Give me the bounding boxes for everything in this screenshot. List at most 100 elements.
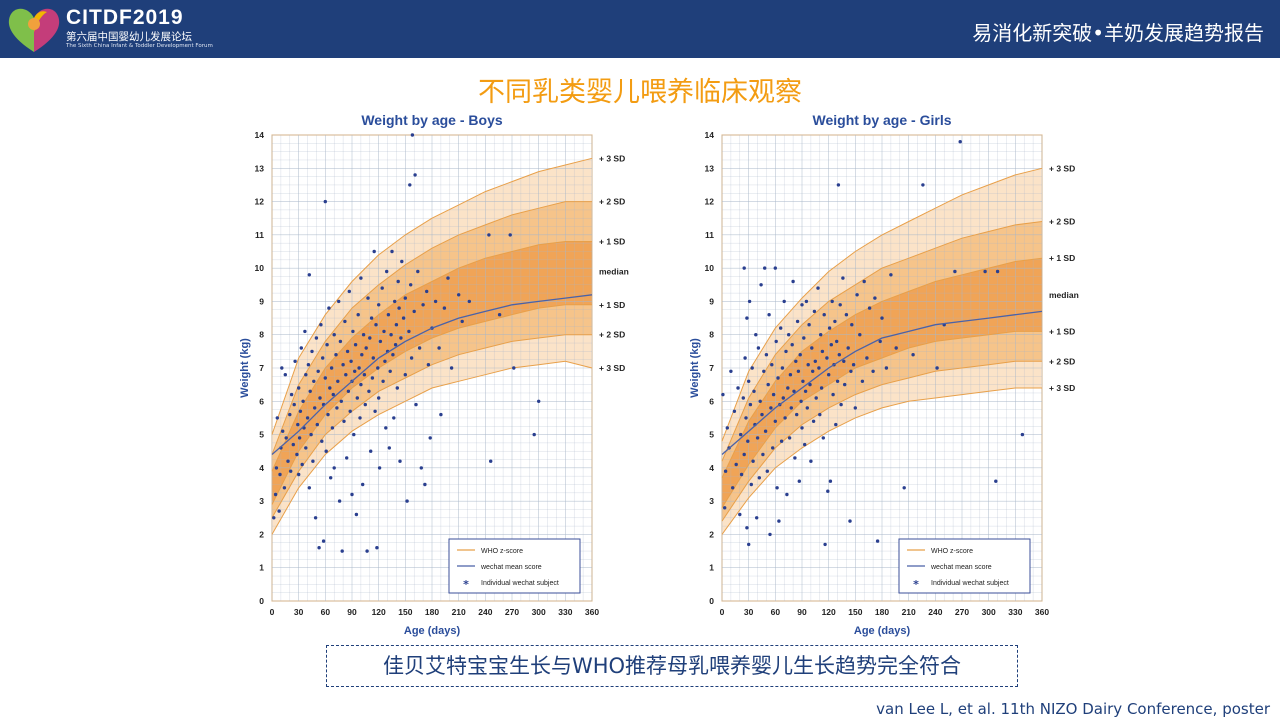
- data-point: [835, 339, 839, 344]
- chart-title: Weight by age - Boys: [361, 112, 503, 128]
- data-point: [298, 409, 303, 413]
- data-point: [296, 422, 300, 427]
- data-point: [315, 422, 319, 427]
- data-point: [383, 359, 387, 363]
- data-point: [303, 329, 307, 334]
- data-point: [802, 336, 806, 340]
- data-point: [312, 379, 316, 383]
- y-tick-label: 2: [259, 529, 264, 539]
- data-point: [884, 366, 889, 370]
- x-tick-label: 60: [321, 607, 331, 617]
- data-point: [365, 549, 369, 553]
- data-point: [819, 333, 823, 337]
- data-point: [742, 266, 746, 270]
- data-point: [347, 289, 351, 294]
- x-tick-label: 90: [347, 607, 357, 617]
- x-axis-label: Age (days): [854, 625, 911, 637]
- zscore-label: + 2 SD: [1049, 356, 1075, 366]
- data-point: [810, 346, 814, 350]
- data-point: [853, 406, 857, 410]
- data-point: [439, 412, 443, 417]
- x-tick-label: 270: [505, 607, 519, 617]
- data-point: [826, 489, 830, 493]
- data-point: [745, 526, 749, 530]
- data-point: [797, 479, 801, 483]
- data-point: [423, 482, 427, 487]
- zscore-label: + 3 SD: [599, 363, 625, 373]
- data-point: [755, 516, 759, 520]
- conclusion-box: 佳贝艾特宝宝生长与WHO推荐母乳喂养婴儿生长趋势完全符合: [326, 645, 1018, 687]
- data-point: [299, 346, 303, 350]
- data-point: [316, 369, 320, 373]
- data-point: [352, 432, 356, 437]
- who-curve-m3: [721, 387, 1042, 535]
- data-point: [835, 379, 840, 383]
- x-tick-label: 270: [955, 607, 969, 617]
- data-point: [403, 296, 407, 300]
- data-point: [457, 293, 461, 297]
- who-curve-p1: [721, 257, 1043, 479]
- data-point: [758, 399, 762, 403]
- citation: van Lee L, et al. 11th NIZO Dairy Confer…: [876, 700, 1270, 718]
- data-point: [281, 429, 285, 433]
- data-point: [437, 346, 441, 350]
- legend-swatch-subject-icon: *: [463, 578, 469, 591]
- data-point: [361, 333, 366, 337]
- who-curve-p1: [271, 241, 592, 472]
- data-point: [354, 512, 359, 517]
- data-point: [336, 379, 340, 383]
- y-axis-label: Weight (kg): [689, 338, 701, 398]
- data-point: [846, 346, 850, 350]
- data-point: [921, 183, 925, 187]
- data-point: [858, 333, 862, 337]
- data-point: [745, 316, 749, 320]
- zscore-label: + 2 SD: [599, 197, 625, 207]
- data-point: [387, 446, 391, 450]
- data-point: [983, 269, 987, 274]
- data-point: [433, 299, 438, 304]
- data-point: [419, 466, 423, 470]
- data-point: [371, 356, 375, 360]
- data-point: [408, 183, 412, 187]
- data-point: [377, 396, 381, 400]
- data-point: [831, 392, 835, 397]
- logo-english: The Sixth China Infant & Toddler Develop…: [66, 43, 213, 49]
- data-point: [426, 363, 431, 367]
- data-point: [836, 183, 841, 187]
- data-point: [537, 399, 541, 403]
- data-point: [407, 329, 411, 334]
- data-point: [310, 349, 314, 354]
- legend-label-subject: Individual wechat subject: [931, 580, 1009, 587]
- data-point: [327, 306, 331, 310]
- data-point: [803, 389, 808, 393]
- data-point: [400, 259, 404, 264]
- data-point: [794, 359, 798, 363]
- data-point: [324, 449, 328, 453]
- data-point: [307, 273, 311, 277]
- data-point: [314, 336, 319, 340]
- y-tick-label: 0: [259, 596, 264, 606]
- x-tick-label: 180: [875, 607, 889, 617]
- y-tick-label: 14: [255, 130, 265, 140]
- data-point: [784, 349, 788, 354]
- zscore-label: + 1 SD: [599, 300, 625, 310]
- header-bar: CITDF2019 第六届中国婴幼儿发展论坛 The Sixth China I…: [0, 0, 1280, 58]
- legend-label-subject: Individual wechat subject: [481, 580, 559, 587]
- data-point: [306, 363, 311, 367]
- chart-boys: Weight by age - Boys + 3 SD + 2 SD + 1 SD me…: [239, 112, 629, 637]
- data-point: [769, 406, 773, 410]
- data-point: [953, 269, 957, 274]
- data-point: [291, 442, 295, 447]
- data-point: [417, 346, 422, 350]
- data-point: [274, 466, 279, 470]
- y-tick-label: 11: [255, 230, 264, 240]
- data-point: [751, 459, 755, 463]
- x-tick-label: 150: [398, 607, 412, 617]
- y-tick-label: 7: [709, 363, 714, 373]
- x-tick-label: 30: [744, 607, 754, 617]
- data-point: [345, 349, 350, 354]
- data-point: [791, 279, 795, 284]
- data-point: [318, 396, 322, 400]
- data-point: [749, 482, 753, 487]
- data-point: [409, 283, 413, 287]
